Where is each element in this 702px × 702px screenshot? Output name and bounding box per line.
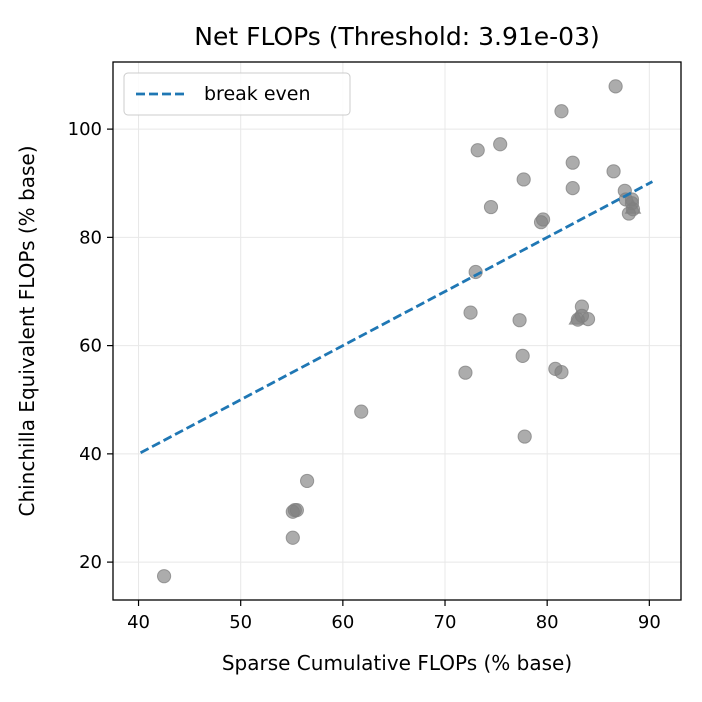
data-point — [493, 137, 508, 152]
y-tick-label: 100 — [68, 119, 102, 140]
data-point — [354, 404, 369, 419]
break-even-line — [139, 180, 654, 455]
data-point-triangle — [568, 310, 586, 325]
x-tick-label: 40 — [127, 612, 150, 633]
data-point — [608, 79, 623, 94]
data-point — [300, 473, 315, 489]
data-point — [512, 313, 527, 328]
data-point — [554, 365, 569, 380]
y-tick-label: 80 — [79, 227, 102, 248]
y-axis-ticks: 20 40 60 80 100 — [68, 119, 113, 573]
data-point — [516, 172, 531, 187]
data-point — [565, 155, 580, 170]
legend: break even — [123, 72, 351, 116]
y-axis-label: Chinchilla Equivalent FLOPs (% base) — [15, 145, 39, 516]
y-tick-label: 20 — [79, 552, 102, 573]
legend-break-even-label: break even — [204, 83, 311, 105]
x-tick-label: 70 — [434, 612, 457, 633]
data-point — [565, 181, 580, 196]
data-point — [458, 365, 473, 380]
grid-lines — [113, 62, 681, 600]
data-point — [285, 530, 300, 545]
x-tick-label: 60 — [331, 612, 354, 633]
data-point — [483, 199, 499, 215]
x-axis-ticks: 40 50 60 70 80 90 — [127, 600, 661, 633]
data-point — [156, 569, 172, 584]
data-point — [535, 212, 551, 227]
data-point-triangle — [624, 199, 642, 214]
break-even-series — [139, 180, 654, 455]
data-point — [554, 104, 569, 119]
data-point — [606, 164, 621, 179]
data-point — [574, 299, 590, 314]
chart-title: Net FLOPs (Threshold: 3.91e-03) — [194, 22, 600, 51]
data-points — [156, 79, 642, 584]
data-point — [463, 305, 478, 320]
x-tick-label: 50 — [229, 612, 252, 633]
data-point — [517, 429, 532, 444]
data-point — [289, 503, 304, 518]
data-point — [468, 264, 483, 280]
x-axis-label: Sparse Cumulative FLOPs (% base) — [222, 651, 572, 675]
data-point — [515, 348, 530, 363]
y-tick-label: 60 — [79, 336, 102, 357]
legend-box — [123, 72, 351, 116]
data-point — [470, 143, 485, 158]
x-tick-label: 80 — [536, 612, 559, 633]
y-tick-label: 40 — [79, 444, 102, 465]
x-tick-label: 90 — [638, 612, 661, 633]
plot-frame — [112, 61, 682, 601]
